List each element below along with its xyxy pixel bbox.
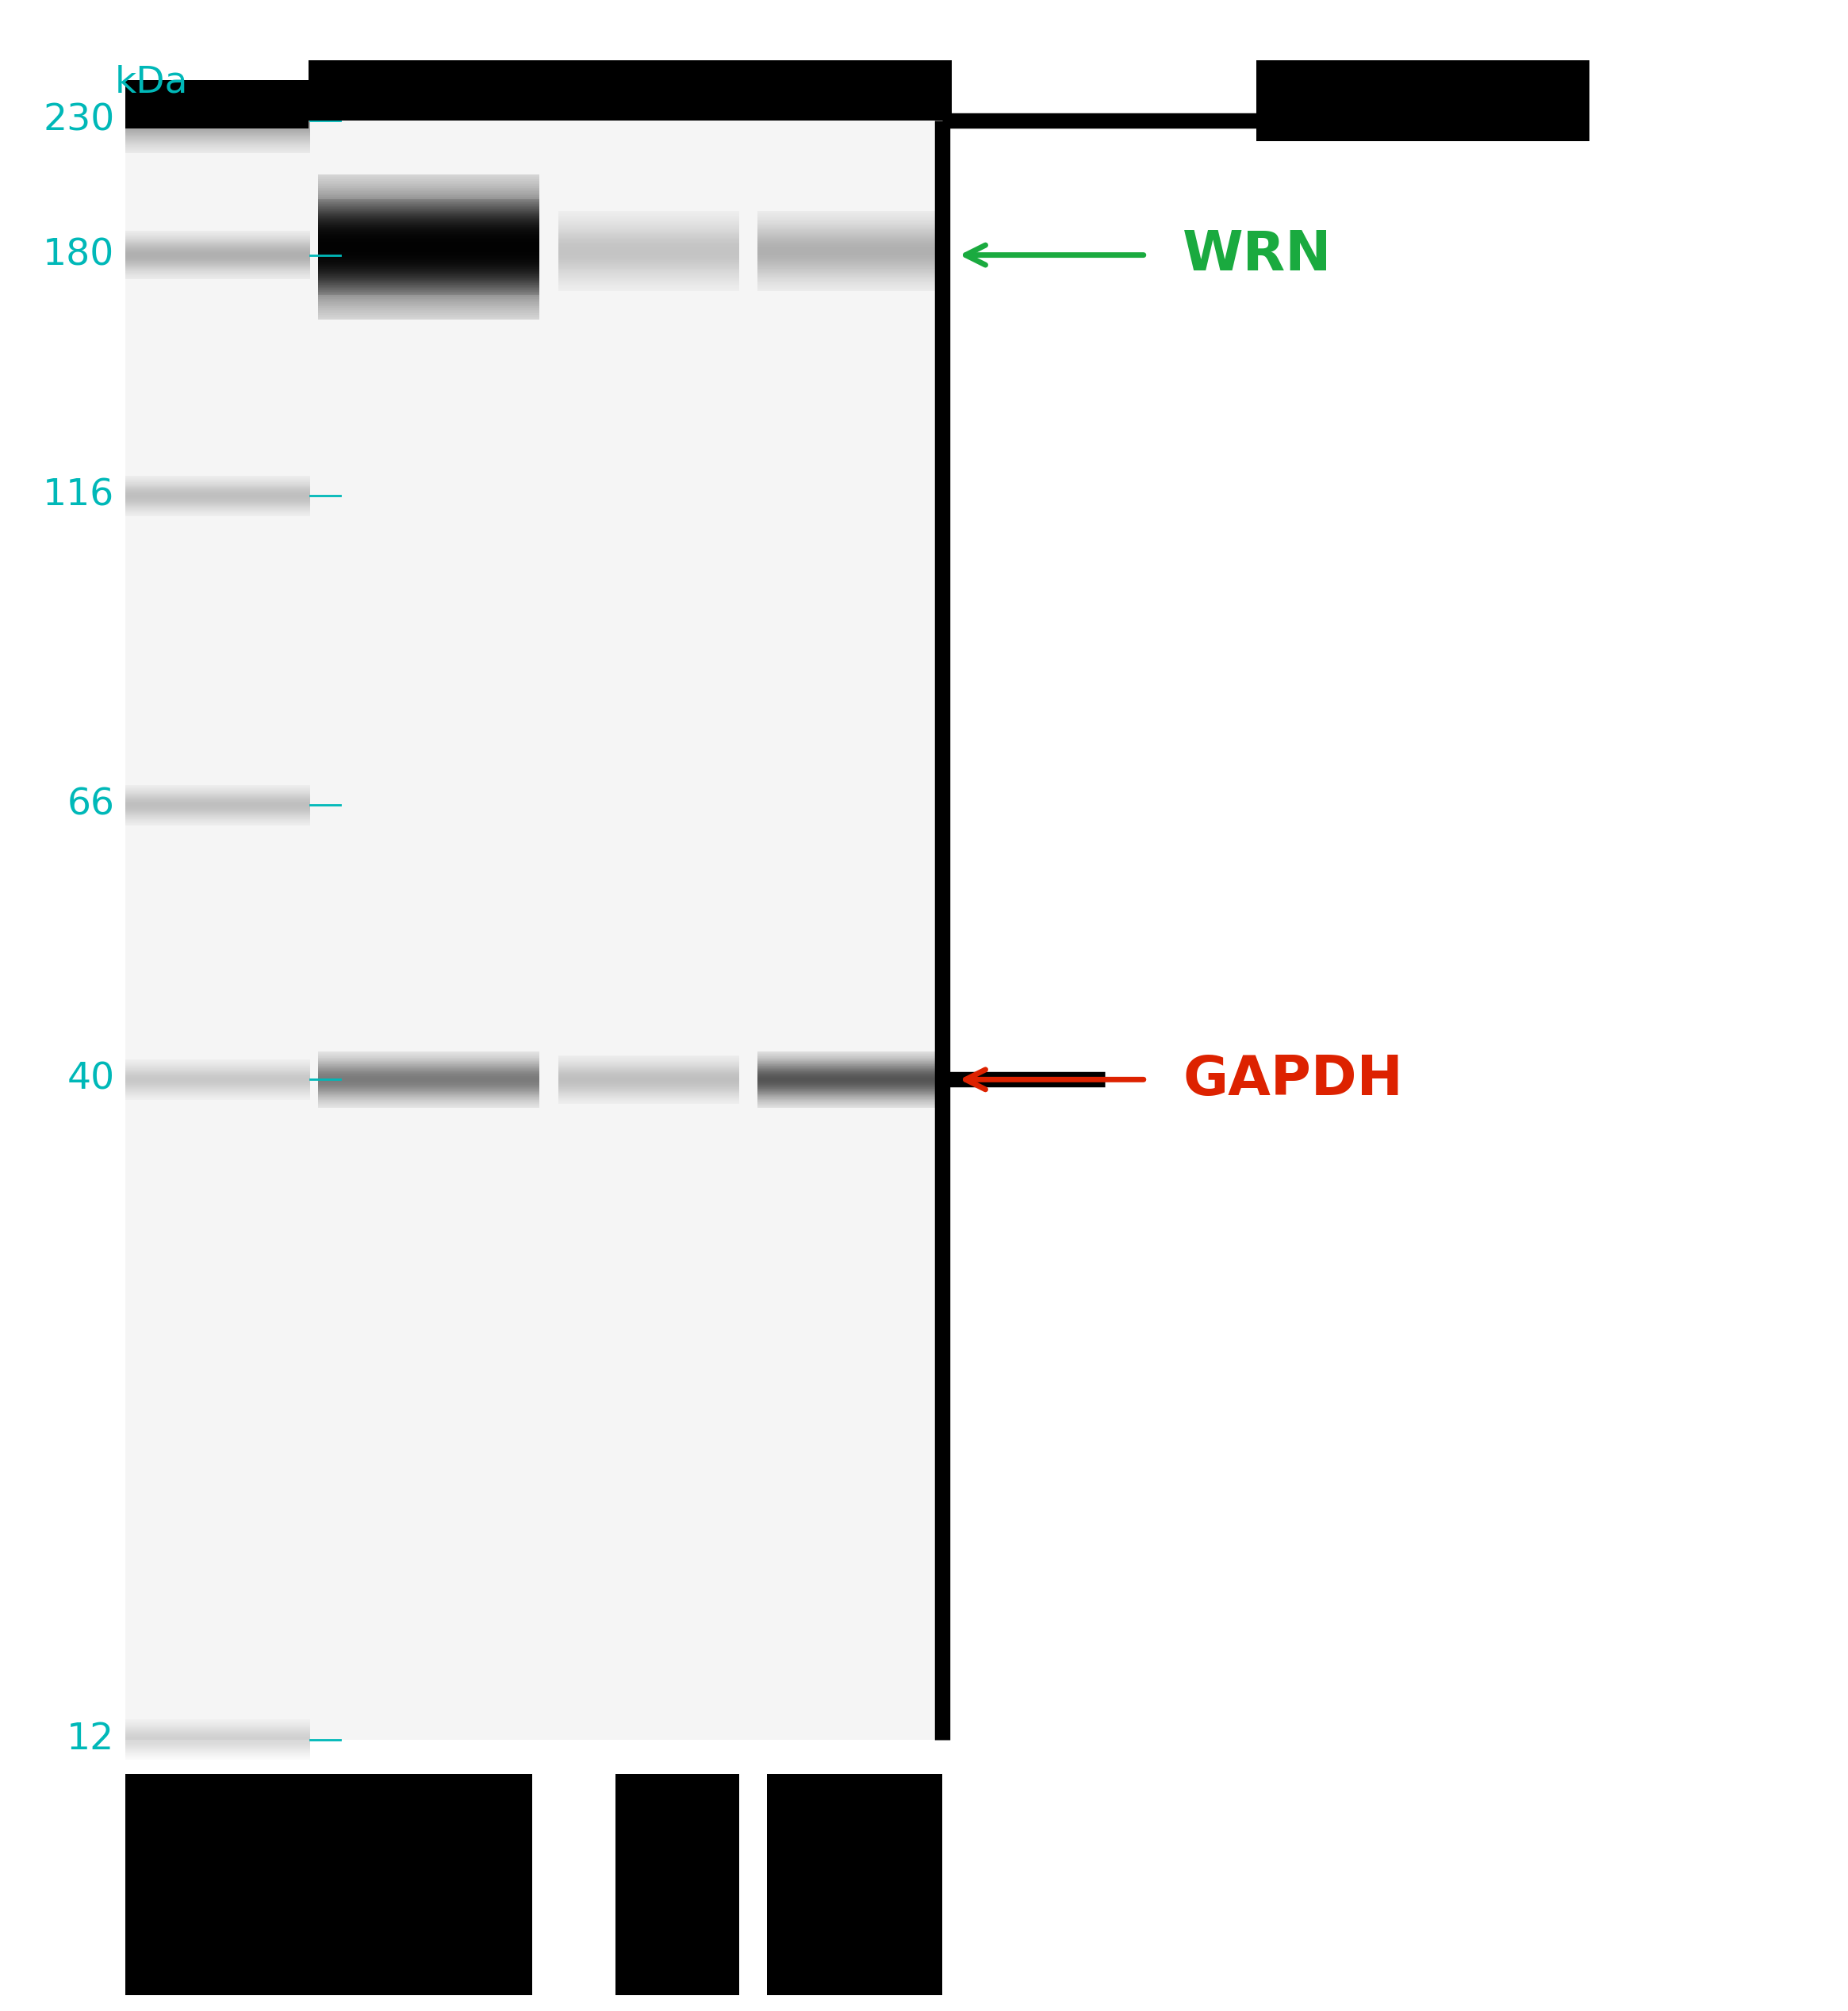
Text: 180: 180: [43, 237, 115, 273]
Bar: [126, 121, 942, 1740]
Bar: [767, 1774, 942, 1995]
Text: 230: 230: [43, 103, 115, 139]
Bar: [126, 80, 309, 129]
Bar: [615, 1774, 739, 1995]
Bar: [309, 60, 952, 121]
Bar: [1257, 60, 1589, 141]
Text: kDa: kDa: [115, 64, 188, 101]
Text: 12: 12: [67, 1721, 115, 1758]
Bar: [126, 1774, 532, 1995]
Text: 66: 66: [67, 786, 115, 822]
Text: GAPDH: GAPDH: [1183, 1054, 1403, 1106]
Text: 40: 40: [67, 1062, 115, 1098]
Text: WRN: WRN: [1183, 229, 1332, 282]
Text: 116: 116: [43, 479, 115, 513]
